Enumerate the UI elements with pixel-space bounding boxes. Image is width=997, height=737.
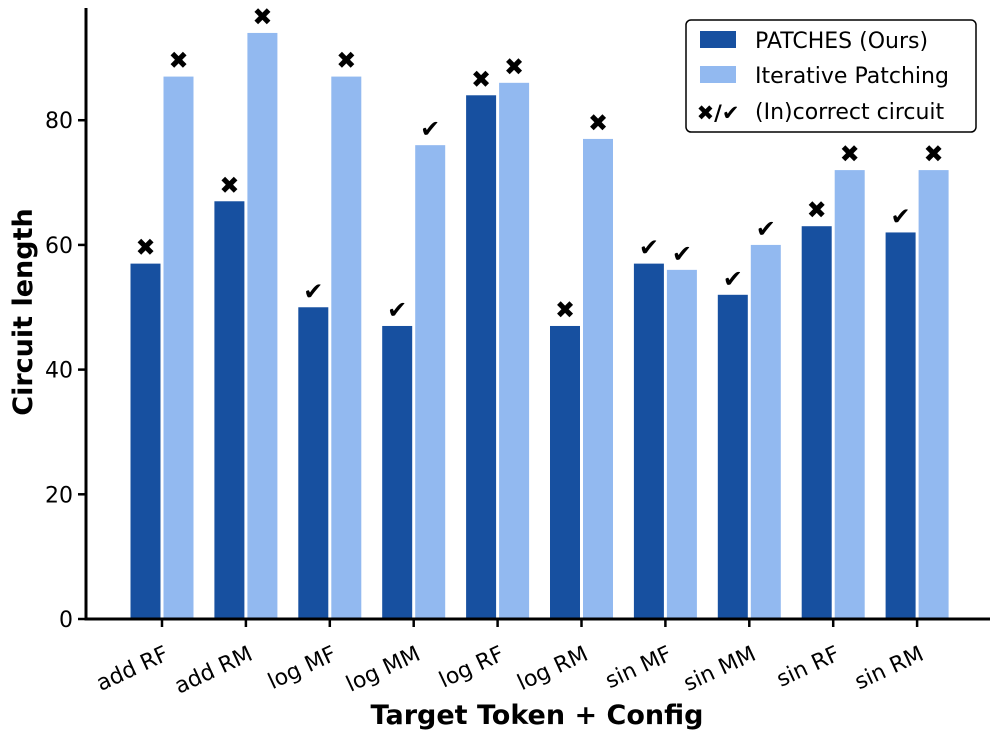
incorrect-marker: ✖ (168, 47, 188, 75)
incorrect-marker: ✖ (219, 171, 239, 199)
bar-iterative-log-rm (583, 138, 613, 619)
bar-patches-log-rf (466, 95, 497, 620)
correct-marker: ✔ (387, 296, 407, 324)
markers-layer: ✖ ✖ ✖ ✖ ✔ ✖ ✔ ✔ ✖ ✖ ✖ ✖ ✔ ✔ ✔ ✔ ✖ ✖ ✔ ✖ (135, 3, 943, 324)
x-tick-label: sin MM (680, 642, 760, 697)
y-tick-label: 40 (45, 359, 73, 384)
bar-patches-sin-mf (633, 263, 664, 619)
incorrect-marker: ✖ (252, 3, 272, 31)
bar-patches-add-rm (214, 201, 245, 619)
incorrect-marker: ✖ (504, 53, 524, 81)
bar-iterative-add-rf (163, 76, 194, 619)
x-tick-label: log MF (264, 642, 340, 695)
bar-patches-log-rm (550, 325, 580, 619)
x-tick-label: add RM (171, 642, 256, 700)
legend-swatch-iterative (700, 66, 736, 83)
correct-marker: ✔ (639, 234, 659, 262)
correct-marker: ✔ (723, 265, 743, 293)
axes-layer (84, 8, 990, 621)
bar-iterative-sin-mm (750, 244, 781, 619)
x-tick-label: add RF (93, 642, 173, 697)
incorrect-marker: ✖ (471, 65, 491, 93)
x-tick-label: sin RF (773, 642, 844, 693)
x-tick-label: sin MF (602, 642, 676, 694)
legend-swatch-patches (700, 31, 736, 48)
legend-marker-symbol: ✖/✔ (697, 101, 740, 125)
bars-layer (130, 32, 949, 620)
bar-patches-log-mm (382, 325, 413, 619)
x-tick-label: sin RM (851, 642, 928, 695)
bar-iterative-add-rm (247, 32, 278, 619)
legend: PATCHES (Ours) Iterative Patching ✖/✔ (I… (685, 19, 977, 133)
bar-patches-sin-rf (801, 226, 832, 619)
incorrect-marker: ✖ (924, 140, 944, 168)
x-tick-label: log MM (343, 642, 425, 698)
bar-iterative-sin-rf (834, 170, 865, 619)
legend-label-patches: PATCHES (Ours) (755, 29, 928, 54)
y-ticks: 0 20 40 60 80 (45, 109, 86, 633)
incorrect-marker: ✖ (555, 296, 575, 324)
bar-iterative-sin-mf (666, 269, 697, 619)
bar-patches-log-mf (298, 307, 329, 619)
legend-label-correctness: (In)correct circuit (755, 100, 945, 125)
bar-patches-sin-mm (717, 294, 748, 619)
y-tick-label: 20 (45, 483, 73, 508)
incorrect-marker: ✖ (135, 234, 155, 262)
y-tick-label: 60 (45, 234, 73, 259)
bar-patches-sin-rm (885, 232, 916, 619)
correct-marker: ✔ (303, 277, 323, 305)
incorrect-marker: ✖ (336, 47, 356, 75)
legend-label-iterative: Iterative Patching (755, 64, 949, 89)
bar-iterative-log-mf (331, 76, 362, 619)
bar-iterative-sin-rm (918, 170, 949, 619)
y-tick-label: 80 (45, 109, 73, 134)
correct-marker: ✔ (891, 202, 911, 230)
incorrect-marker: ✖ (807, 196, 827, 224)
bar-iterative-log-rf (499, 82, 530, 619)
x-axis-title: Target Token + Config (371, 700, 704, 731)
incorrect-marker: ✖ (840, 140, 860, 168)
y-tick-label: 0 (59, 608, 73, 633)
legend-frame (685, 19, 977, 133)
correct-marker: ✔ (420, 115, 440, 143)
bar-patches-add-rf (130, 263, 161, 619)
correct-marker: ✔ (756, 215, 776, 243)
x-tick-label: log RF (436, 642, 509, 694)
bar-iterative-log-mm (415, 145, 446, 619)
correct-marker: ✔ (672, 240, 692, 268)
y-axis-title: Circuit length (8, 208, 39, 415)
x-tick-label: log RM (514, 642, 592, 696)
incorrect-marker: ✖ (588, 109, 608, 137)
